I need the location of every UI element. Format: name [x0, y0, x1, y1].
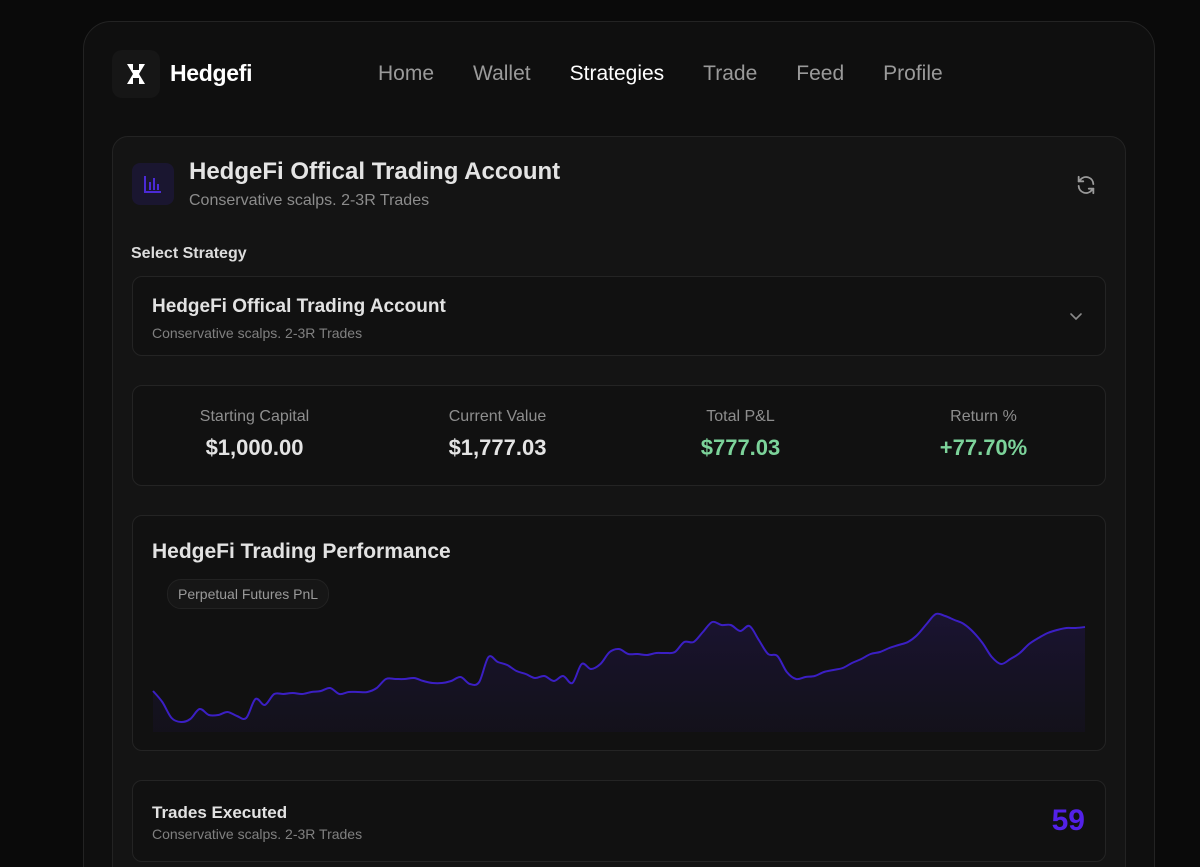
- nav-wallet[interactable]: Wallet: [473, 62, 531, 85]
- account-title: HedgeFi Offical Trading Account: [189, 158, 561, 185]
- performance-chart: [152, 612, 1086, 732]
- stat-value: $777.03: [700, 435, 781, 460]
- bar-chart-icon: [132, 163, 174, 205]
- chart-line: [152, 612, 1086, 724]
- select-selected-title: HedgeFi Offical Trading Account: [152, 296, 446, 317]
- stat-total-pnl: Total P&L $777.03: [619, 386, 862, 485]
- stat-value: +77.70%: [939, 435, 1028, 460]
- select-selected-subtitle: Conservative scalps. 2-3R Trades: [152, 325, 363, 341]
- stat-label: Current Value: [448, 408, 547, 425]
- stat-current-value: Current Value $1,777.03: [376, 386, 619, 485]
- refresh-icon[interactable]: [1075, 174, 1097, 196]
- stat-starting-capital: Starting Capital $1,000.00: [133, 386, 376, 485]
- nav-feed[interactable]: Feed: [796, 62, 845, 85]
- nav-home[interactable]: Home: [378, 62, 435, 85]
- stat-value: $1,777.03: [448, 435, 547, 460]
- stat-value: $1,000.00: [205, 435, 304, 460]
- brand-name[interactable]: Hedgefi: [170, 60, 253, 86]
- perpetual-futures-pill[interactable]: Perpetual Futures PnL: [167, 579, 330, 609]
- strategy-select[interactable]: HedgeFi Offical Trading Account Conserva…: [132, 276, 1106, 356]
- stat-return-percent: Return % +77.70%: [862, 386, 1105, 485]
- chevron-down-icon: [1069, 309, 1083, 328]
- trades-title: Trades Executed: [152, 803, 288, 822]
- stat-label: Total P&L: [706, 408, 775, 425]
- strategy-card: [112, 136, 1126, 867]
- account-subtitle: Conservative scalps. 2-3R Trades: [189, 192, 430, 209]
- trades-count: 59: [1051, 804, 1085, 837]
- stats-panel: Starting Capital $1,000.00 Current Value…: [132, 385, 1106, 486]
- nav-trade[interactable]: Trade: [703, 62, 758, 85]
- nav-strategies[interactable]: Strategies: [569, 62, 665, 85]
- chart-area: [153, 613, 1085, 732]
- performance-title: HedgeFi Trading Performance: [152, 540, 451, 563]
- stat-label: Return %: [950, 408, 1017, 425]
- nav-profile[interactable]: Profile: [883, 62, 943, 85]
- hedgefi-logo-icon[interactable]: [112, 50, 160, 98]
- trades-subtitle: Conservative scalps. 2-3R Trades: [152, 826, 363, 842]
- trades-executed-panel: Trades Executed Conservative scalps. 2-3…: [132, 780, 1106, 862]
- select-strategy-label: Select Strategy: [131, 245, 247, 262]
- main-nav: Home Wallet Strategies Trade Feed Profil…: [378, 60, 982, 88]
- performance-panel: HedgeFi Trading Performance Perpetual Fu…: [132, 515, 1106, 751]
- stat-label: Starting Capital: [199, 408, 310, 425]
